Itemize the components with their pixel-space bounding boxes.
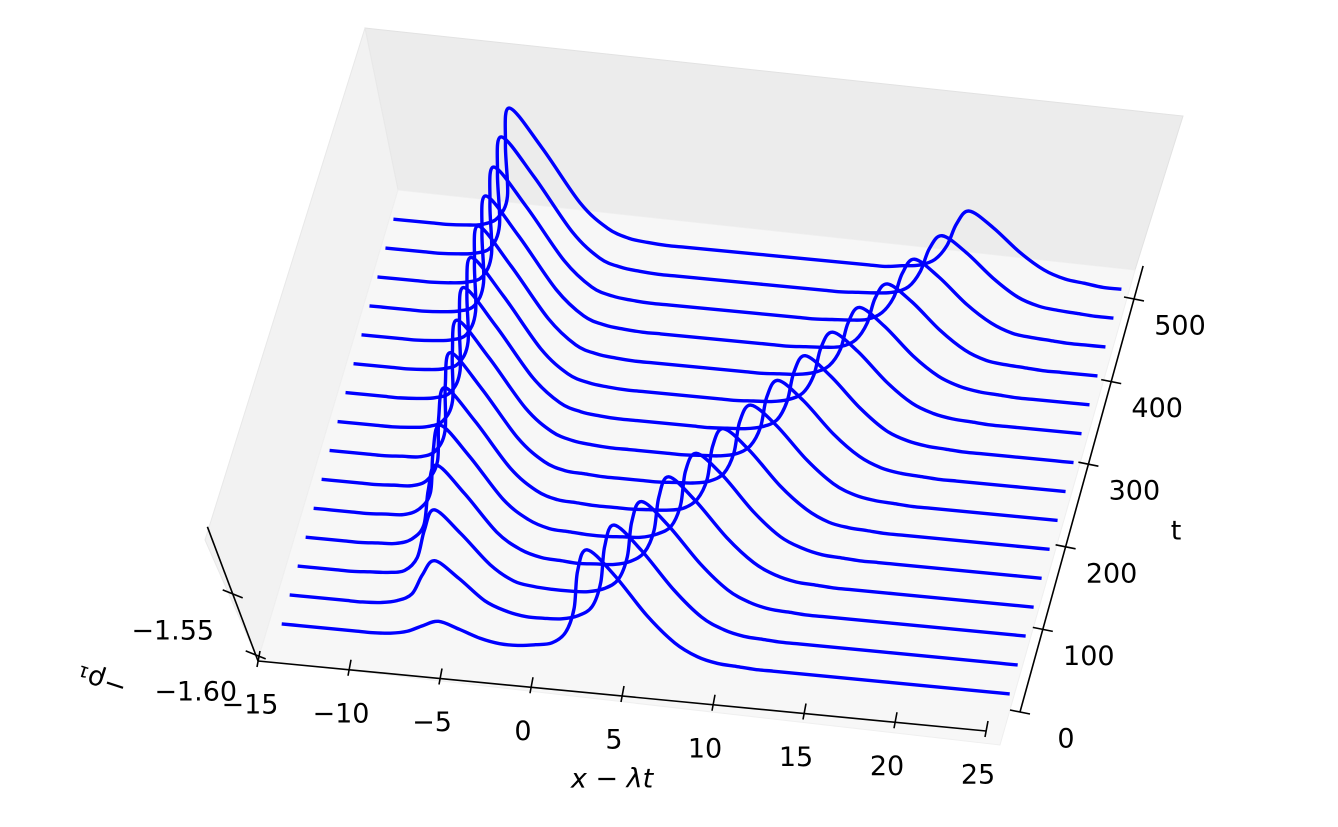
x-tick-label: 25 (961, 760, 995, 791)
z-axis-title: −ρ₁ (73, 658, 131, 703)
x-tick-label: 10 (688, 733, 722, 764)
t-tick-mark (1009, 709, 1031, 715)
waterfall-line (393, 106, 1122, 291)
z-tick-label: −1.60 (154, 676, 237, 707)
x-tick-label: 20 (870, 751, 904, 782)
t-tick-mark (1032, 626, 1053, 633)
x-tick-mark (984, 720, 989, 738)
t-tick-mark (1078, 461, 1099, 467)
t-tick-label: 400 (1131, 393, 1183, 424)
waterfall-line (345, 285, 1074, 465)
waterfall-line (281, 548, 1010, 696)
x-tick-mark (711, 694, 716, 711)
t-axis-title: t (1171, 516, 1182, 547)
t-tick-label: 100 (1063, 641, 1115, 672)
x-tick-label: −5 (412, 707, 452, 738)
x-tick-label: −15 (222, 690, 279, 721)
waterfall-line (313, 423, 1042, 580)
waterfall-line (289, 523, 1018, 667)
axes: −15 −10 −5 0 5 10 15 20 25 0 100 200 300 400 500 −1.60 −… (131, 265, 1206, 791)
z-tick-label: −1.55 (131, 615, 214, 646)
waterfall-line (385, 135, 1114, 320)
z-tick-mark (245, 650, 266, 660)
waterfall-line (321, 386, 1050, 552)
x-tick-mark (893, 712, 898, 729)
x-axis-title: x − λt (570, 764, 655, 795)
waterfall-line (297, 499, 1026, 638)
floor-pane (257, 189, 1136, 746)
x-tick-mark (438, 668, 443, 685)
x-tick-mark (529, 677, 534, 694)
x-tick-label: −10 (313, 698, 370, 729)
t-tick-label: 500 (1154, 311, 1206, 342)
t-tick-mark (1101, 378, 1122, 385)
t-tick-mark (1055, 544, 1076, 550)
z-tick-mark (222, 589, 243, 599)
x-tick-mark (347, 659, 352, 676)
waterfall-line (361, 224, 1090, 407)
t-tick-label: 300 (1109, 476, 1161, 507)
plot-lines (281, 106, 1122, 696)
x-tick-label: 0 (514, 716, 531, 747)
x-tick-mark (256, 650, 261, 668)
t-tick-label: 200 (1086, 558, 1138, 589)
t-tick-label: 0 (1057, 724, 1074, 755)
t-tick-mark (1123, 296, 1145, 302)
waterfall-line (369, 194, 1098, 378)
waterfall-line (329, 351, 1058, 523)
x-tick-mark (802, 703, 807, 720)
waterfall-line (353, 255, 1082, 436)
t-axis-line (1019, 265, 1144, 713)
waterfall-line (305, 463, 1034, 609)
waterfall-line (337, 318, 1066, 494)
x-tick-label: 5 (605, 725, 622, 756)
x-tick-label: 15 (779, 742, 813, 773)
waterfall-line (377, 165, 1106, 349)
x-tick-mark (620, 685, 625, 703)
